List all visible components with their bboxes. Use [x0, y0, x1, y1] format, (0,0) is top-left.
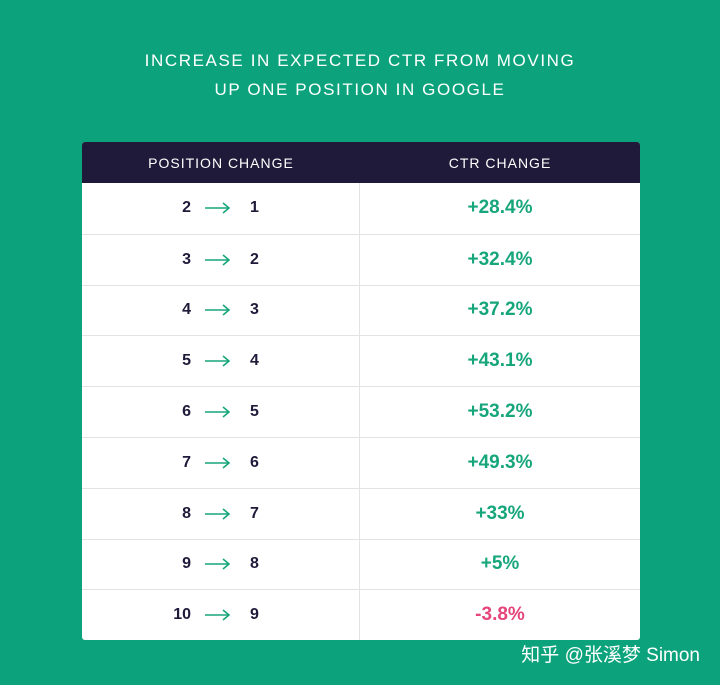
table-row: 4 3 +37.2%	[82, 284, 640, 336]
from-position: 10	[173, 606, 191, 624]
table-header: POSITION CHANGE CTR CHANGE	[82, 142, 640, 183]
ctr-change-value: +33%	[475, 502, 525, 524]
to-position: 8	[250, 555, 259, 573]
arrow-right-icon	[205, 202, 231, 215]
ctr-change-value: +28.4%	[467, 197, 533, 219]
ctr-change-value: +43.1%	[467, 350, 533, 372]
from-position: 7	[182, 453, 191, 471]
from-position: 9	[182, 555, 191, 573]
arrow-right-icon	[205, 558, 231, 571]
from-position: 5	[182, 352, 191, 370]
watermark: 知乎 @张溪梦 Simon	[521, 645, 700, 666]
title-line-2: UP ONE POSITION IN GOOGLE	[214, 80, 506, 99]
arrow-right-icon	[205, 254, 231, 266]
from-position: 6	[182, 403, 191, 421]
arrow-right-icon	[205, 457, 231, 469]
table-row: 2 1 +28.4%	[82, 183, 640, 234]
arrow-right-icon	[205, 609, 231, 621]
ctr-change-value: +49.3%	[467, 451, 533, 473]
table-row: 9 8 +5%	[82, 538, 640, 590]
table-row: 5 4 +43.1%	[82, 335, 640, 387]
to-position: 6	[250, 453, 259, 471]
header-position-change: POSITION CHANGE	[148, 154, 294, 171]
arrow-right-icon	[205, 304, 231, 317]
from-position: 2	[182, 199, 191, 217]
to-position: 9	[250, 606, 259, 624]
table-row: 10 9 -3.8%	[82, 589, 640, 641]
title-line-1: INCREASE IN EXPECTED CTR FROM MOVING	[144, 51, 576, 70]
ctr-table: POSITION CHANGE CTR CHANGE 2 1 +28.4% 3 2 +32…	[82, 142, 640, 641]
ctr-change-value: +32.4%	[467, 248, 533, 270]
position-change-cell: 10 9	[82, 590, 360, 641]
to-position: 1	[250, 199, 259, 217]
to-position: 5	[250, 403, 259, 421]
from-position: 4	[182, 301, 191, 319]
from-position: 8	[182, 504, 191, 522]
header-ctr-change: CTR CHANGE	[448, 154, 552, 171]
to-position: 3	[250, 301, 259, 319]
to-position: 4	[250, 352, 259, 370]
table-row: 6 5 +53.2%	[82, 386, 640, 437]
table-row: 7 6 +49.3%	[82, 436, 640, 488]
arrow-right-icon	[205, 355, 231, 367]
ctr-change-value: +53.2%	[467, 401, 533, 423]
to-position: 2	[250, 250, 259, 268]
table-row: 8 7 +33%	[82, 487, 640, 539]
arrow-right-icon	[205, 508, 231, 520]
from-position: 3	[182, 250, 191, 268]
to-position: 7	[250, 504, 259, 522]
arrow-right-icon	[205, 406, 231, 418]
chart-title: INCREASE IN EXPECTED CTR FROM MOVING UP …	[0, 46, 720, 104]
table-body: 2 1 +28.4% 3 2 +32.4% 4 3 +37.2% 5 4 +43.1% 6 5 +53.2%…	[82, 183, 640, 641]
table-row: 3 2 +32.4%	[82, 233, 640, 285]
ctr-change-value: +5%	[480, 553, 520, 575]
ctr-change-value: -3.8%	[475, 604, 525, 626]
ctr-change-value: +37.2%	[467, 299, 533, 321]
